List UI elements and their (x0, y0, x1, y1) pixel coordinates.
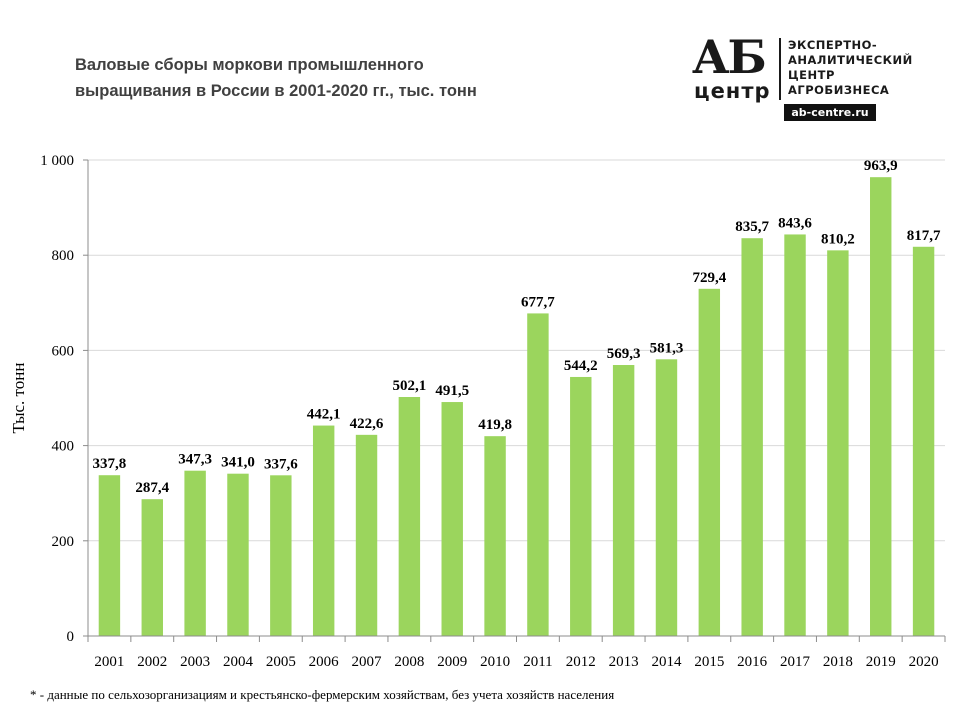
data-label: 347,3 (178, 452, 212, 468)
gridlines (88, 159, 945, 542)
footnote: * - данные по сельхозорганизациям и крес… (30, 687, 615, 702)
y-tick-label: 1 000 (40, 153, 74, 169)
data-label: 341,0 (221, 455, 255, 471)
chart-title: Валовые сборы моркови промышленного выра… (75, 52, 595, 104)
bar (527, 313, 549, 636)
axes (83, 159, 946, 642)
logo-tagline-line: АГРОБИЗНЕСА (788, 83, 890, 97)
bar (570, 376, 592, 636)
data-label: 677,7 (521, 294, 555, 310)
bar (741, 238, 763, 637)
x-tick-label: 2006 (309, 654, 340, 670)
y-tick-label: 200 (52, 534, 75, 550)
y-tick-label: 400 (52, 439, 75, 455)
data-label: 835,7 (735, 219, 769, 235)
bar (355, 434, 378, 636)
data-label: 337,6 (264, 456, 298, 472)
bar (270, 475, 292, 636)
x-tick-label: 2013 (609, 654, 639, 670)
bar (441, 402, 463, 636)
chart-title-line-2: выращивания в России в 2001-2020 гг., ты… (75, 82, 477, 100)
bar (484, 436, 506, 636)
data-label: 337,8 (93, 456, 127, 472)
data-label: 544,2 (564, 358, 598, 374)
bar (184, 470, 206, 636)
bar (612, 365, 635, 636)
y-tick-label: 600 (52, 343, 75, 359)
x-tick-label: 2016 (737, 654, 768, 670)
data-label: 843,6 (778, 215, 812, 231)
chart-title-line-1: Валовые сборы моркови промышленного (75, 56, 424, 74)
logo-tagline-line: ЦЕНТР (788, 68, 835, 82)
bar (312, 425, 335, 636)
logo-tagline-line: ЭКСПЕРТНО- (788, 38, 878, 52)
labels: 0 200 400 600 800 1 000 337,8 2001 287,4 2002 347,… (40, 153, 941, 670)
logo-tagline-line: АНАЛИТИЧЕСКИЙ (788, 53, 913, 67)
data-label: 491,5 (435, 383, 469, 399)
bar (227, 473, 249, 636)
x-tick-label: 2015 (694, 654, 724, 670)
bar (655, 359, 678, 636)
data-label: 422,6 (350, 416, 384, 432)
data-label: 729,4 (692, 270, 726, 286)
bar (398, 397, 421, 636)
bar (784, 234, 806, 636)
x-tick-label: 2005 (266, 654, 296, 670)
data-label: 963,9 (864, 158, 898, 174)
data-label: 817,7 (907, 228, 941, 244)
y-axis-title: Тыс. тонн (9, 363, 28, 434)
bar (98, 475, 121, 636)
logo-divider (779, 38, 781, 100)
data-label: 442,1 (307, 407, 341, 423)
data-label: 502,1 (393, 378, 427, 394)
x-tick-label: 2019 (866, 654, 896, 670)
x-tick-label: 2008 (394, 654, 424, 670)
bar (870, 177, 892, 636)
data-label: 581,3 (650, 340, 684, 356)
bar (698, 288, 721, 636)
x-tick-label: 2020 (909, 654, 939, 670)
x-tick-label: 2014 (651, 654, 682, 670)
x-tick-label: 2011 (523, 654, 552, 670)
logo-mark-top: АБ (692, 30, 767, 84)
x-tick-label: 2017 (780, 654, 811, 670)
x-tick-label: 2018 (823, 654, 853, 670)
x-tick-label: 2010 (480, 654, 510, 670)
x-tick-label: 2012 (566, 654, 596, 670)
x-tick-label: 2001 (94, 654, 124, 670)
x-tick-label: 2007 (352, 654, 383, 670)
y-tick-label: 0 (67, 629, 75, 645)
logo-mark-bottom: центр (694, 79, 771, 103)
x-tick-label: 2002 (137, 654, 167, 670)
ab-centre-logo: АБ центр ЭКСПЕРТНО- АНАЛИТИЧЕСКИЙ ЦЕНТР … (692, 32, 942, 122)
y-tick-label: 800 (52, 248, 75, 264)
bar (141, 499, 163, 636)
x-tick-label: 2009 (437, 654, 467, 670)
x-tick-label: 2004 (223, 654, 254, 670)
logo-tagline: ЭКСПЕРТНО- АНАЛИТИЧЕСКИЙ ЦЕНТР АГРОБИЗНЕ… (788, 38, 913, 98)
x-tick-label: 2003 (180, 654, 210, 670)
data-label: 287,4 (135, 480, 169, 496)
bars (98, 177, 935, 637)
logo-url: ab-centre.ru (784, 104, 876, 121)
bar (827, 250, 849, 637)
data-label: 419,8 (478, 417, 512, 433)
data-label: 569,3 (607, 346, 641, 362)
data-label: 810,2 (821, 231, 855, 247)
bar (912, 246, 935, 637)
